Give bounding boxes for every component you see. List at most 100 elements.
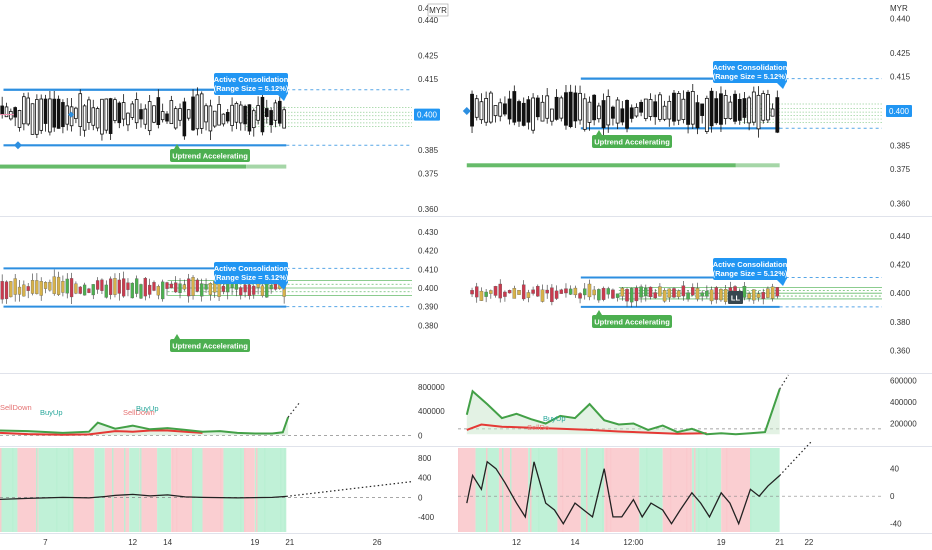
trend-text: Uptrend Accelerating (172, 342, 248, 351)
y-tick-right-price2: 0.380 (890, 318, 911, 327)
ll-marker: LL (731, 294, 741, 303)
candle-body-left (35, 99, 39, 135)
osc-stripe-left (176, 448, 178, 532)
bar-body-right (775, 287, 780, 297)
bar-body-right (583, 288, 587, 296)
bar-body-right (686, 292, 690, 300)
candle-body-right (629, 107, 634, 119)
osc-stripe-left (220, 448, 222, 532)
osc-band-left-5 (104, 448, 130, 532)
bar-body-right (521, 284, 526, 300)
candle-body-left (56, 98, 61, 129)
candle-body-right (742, 98, 747, 118)
buy-up-label-left-1: BuyUp (40, 408, 63, 417)
y-tick-left-price1: 0.375 (418, 170, 439, 179)
x-tick-right: 21 (775, 538, 784, 547)
bar-body-left (9, 281, 13, 298)
candle-body-right (578, 92, 582, 121)
osc-stripe-left (172, 448, 174, 532)
bar-body-left (187, 278, 191, 297)
osc-stripe-left (240, 448, 242, 532)
currency-label: MYR (429, 6, 447, 15)
y-tick-right-price1: 0.440 (890, 14, 911, 23)
bar-body-right (601, 287, 606, 300)
osc-band-left-2 (38, 448, 74, 532)
candle-body-right (606, 96, 611, 126)
callout-line1: Active Consolidation (713, 63, 788, 72)
candle-body-right (564, 92, 568, 126)
candle-body-right (737, 98, 742, 121)
bar-body-left (30, 280, 35, 294)
callout-line2: (Range Size = 5.12%) (713, 269, 788, 278)
candle-body-right (751, 91, 756, 123)
bar-body-right (639, 286, 643, 298)
callout-line1: Active Consolidation (713, 260, 788, 269)
candle-body-left (212, 110, 217, 127)
trend-text: Uptrend Accelerating (594, 318, 670, 327)
bar-body-left (195, 279, 200, 292)
buy-up-label-right: BuyUp (543, 414, 566, 423)
trend-box (170, 149, 250, 162)
osc-band-left-9 (171, 448, 193, 532)
bar-body-right (554, 290, 559, 299)
bar-body-left (87, 288, 91, 293)
candle-body-right (596, 105, 601, 120)
candle-body-right (686, 91, 690, 125)
bar-body-left (174, 282, 178, 293)
candle-body-left (0, 105, 4, 115)
candle-body-left (13, 107, 17, 118)
candle-body-right (657, 94, 662, 120)
candle-body-left (74, 107, 78, 120)
bar-body-left (152, 282, 156, 291)
candle-body-right (554, 96, 559, 120)
y-tick-left-price2: 0.400 (418, 284, 439, 293)
consolidation-callout-right-2: Active Consolidation(Range Size = 5.12%) (713, 258, 788, 286)
candle-body-left (195, 94, 200, 130)
y-tick-left-osc: 800 (418, 454, 432, 463)
candle-body-left (134, 99, 139, 124)
bar-body-right (742, 285, 747, 298)
bar-body-right (709, 289, 714, 302)
price-badge-bg-right (886, 104, 912, 117)
y-tick-left-volume: 0 (418, 431, 423, 440)
volume-red-line-right (466, 423, 707, 435)
candle-body-right (681, 98, 686, 120)
osc-band-left-14 (254, 448, 287, 532)
bar-body-right (747, 293, 751, 299)
bar-body-left (260, 285, 265, 296)
price-badge-bg-left (414, 108, 440, 121)
bar-body-left (143, 277, 147, 297)
callout-line2: (Range Size = 5.12%) (214, 84, 289, 93)
bar-body-left (0, 281, 4, 300)
bar-body-left (78, 286, 82, 294)
bar-body-right (498, 283, 502, 299)
axes-layer: 0.4400.4250.4150.4000.3850.3750.3600.430… (43, 3, 917, 547)
bar-body-left (165, 282, 169, 289)
osc-line-left (0, 493, 287, 501)
osc-stripe-right (602, 448, 604, 532)
x-tick-right: 12:00 (623, 538, 644, 547)
bar-body-right (615, 293, 620, 298)
osc-stripe-left (12, 448, 14, 532)
candle-body-left (217, 104, 221, 126)
y-tick-left-price2: 0.380 (418, 321, 439, 330)
candle-body-left (143, 108, 148, 125)
bar-body-right (770, 286, 775, 299)
trend-pointer (596, 310, 602, 315)
callout-pointer (278, 284, 287, 290)
bar-body-left (91, 284, 95, 296)
osc-stripe-right (606, 448, 608, 532)
bar-body-left (204, 284, 208, 290)
osc-band-left-13 (244, 448, 255, 532)
candle-body-right (503, 103, 507, 115)
candle-body-right (559, 97, 564, 119)
osc-stripe-right (706, 448, 708, 532)
bar-body-right (700, 292, 704, 297)
bar-body-left (43, 282, 48, 289)
candle-body-left (91, 107, 96, 126)
candle-body-left (173, 108, 178, 129)
osc-stripe-right (686, 448, 688, 532)
y-tick-right-osc: -40 (890, 520, 902, 529)
osc-stripe-right (646, 448, 648, 532)
